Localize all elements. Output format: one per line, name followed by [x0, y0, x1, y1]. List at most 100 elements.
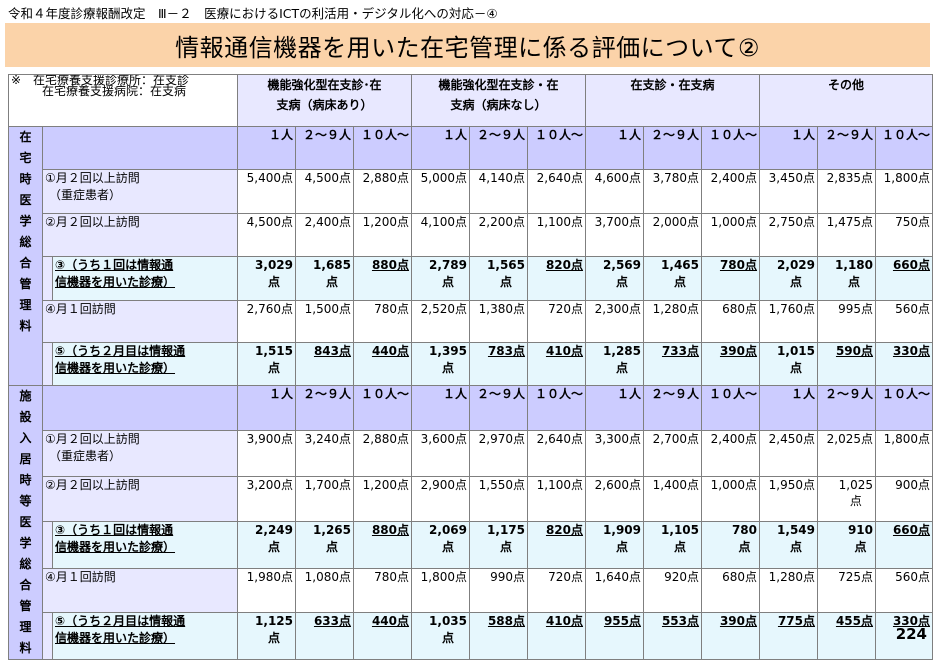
- fee-value-text: 560点: [895, 569, 931, 584]
- headcount-line: １人: [443, 128, 468, 142]
- headcount-line: ～: [571, 387, 584, 401]
- side-label-char: 管: [19, 277, 32, 291]
- fee-value-text: 2,760点: [246, 302, 294, 316]
- fee-value-text: 2,400点: [710, 171, 758, 185]
- fee-value-text: 5,400点: [246, 171, 294, 185]
- fee-value-text: 2,750点: [768, 215, 816, 229]
- headcount-text: １人: [443, 386, 467, 403]
- fee-value-line: 点: [442, 275, 455, 289]
- headcount-line: ２～９: [302, 128, 339, 142]
- fee-value-line: 点: [790, 361, 803, 375]
- headcount-line: １人: [791, 128, 816, 142]
- headcount-header: １人: [411, 126, 471, 170]
- abbreviation-note: ※ 在宅療養支援診療所：在支診 在宅療養支援病院：在支病: [7, 74, 239, 127]
- fee-value-line: 1,125: [255, 614, 294, 629]
- fee-row: ①月２回以上訪問 （重症患者） 5,400点 4,500点 2,880点 5,000点 4,…: [9, 169, 934, 214]
- fee-value-text: 1,080点: [304, 569, 352, 584]
- fee-value-text: 2,880点: [362, 171, 410, 185]
- row-label-line: 信機器を用いた診療）: [55, 631, 176, 646]
- fee-row: ①月２回以上訪問 （重症患者） 3,900点 3,240点 2,880点 3,600点 2,…: [9, 429, 934, 478]
- fee-value-line: 点: [268, 631, 281, 646]
- headcount-line: ２～９: [302, 387, 339, 401]
- fee-value: 3,900点: [237, 429, 297, 478]
- fee-value: 733点: [643, 342, 703, 386]
- fee-value-text: 1,800点: [420, 569, 468, 584]
- fee-value-line: 点: [268, 539, 281, 554]
- row-label-line: （重症患者）: [49, 448, 122, 463]
- headcount-line: 人: [861, 387, 874, 401]
- headcount-text: １０人～: [709, 128, 757, 145]
- fee-value-line: 1,180: [835, 258, 874, 272]
- headcount-line: ～: [918, 387, 931, 401]
- fee-value: 955点: [585, 612, 645, 660]
- side-label-char: 合: [19, 578, 32, 592]
- headcount-line: １０人: [360, 387, 397, 401]
- headcount-line: 人: [339, 387, 352, 401]
- fee-value-text: 2,900点: [420, 478, 468, 493]
- headcount-header: １０人～: [701, 126, 761, 170]
- fee-value: 1,909 点: [585, 520, 645, 569]
- fee-value: 2,450点: [759, 429, 819, 478]
- fee-value: 995点: [817, 300, 877, 343]
- headcount-text: １０人～: [535, 128, 583, 145]
- indent-cell: [42, 256, 53, 301]
- fee-value-line: 点: [500, 275, 513, 289]
- fee-value: 680点: [701, 567, 761, 614]
- fee-value-text: 990点: [490, 569, 526, 584]
- fee-value: 3,780点: [643, 169, 703, 214]
- fee-value: 560点: [875, 300, 934, 343]
- fee-value-text: 3,780点: [652, 171, 700, 185]
- fee-value-text: 330点: [892, 344, 931, 358]
- fee-value-line: 点: [442, 361, 455, 375]
- fee-value-text: 2,249 点: [255, 522, 293, 556]
- fee-value-text: 843点: [313, 344, 352, 358]
- fee-value-text: 1,100点: [536, 215, 584, 229]
- headcount-header: ２～９人: [643, 126, 703, 170]
- headcount-header: １０人～: [875, 126, 934, 170]
- fee-value: 1,280点: [759, 567, 819, 614]
- fee-row: ③（うち１回は情報通 信機器を用いた診療） 2,249 点 1,265 点 880点 2,06…: [9, 520, 934, 569]
- fee-value-text: 955点: [603, 614, 642, 629]
- fee-value: 1,100点: [527, 213, 587, 257]
- fee-value-text: 1,280点: [652, 302, 700, 316]
- fee-value: 1,265 点: [295, 520, 355, 569]
- side-label-char: 総: [19, 557, 32, 571]
- note-line: 在宅療養支援病院：在支病: [42, 84, 187, 98]
- fee-row: ②月２回以上訪問 3,200点 1,700点 1,200点 2,900点 1,550点 1,…: [9, 476, 934, 522]
- row-label-line: ⑤（うち２月目は情報通: [55, 614, 186, 629]
- side-label-char: 設: [19, 410, 32, 424]
- column-group-header: 機能強化型在支診・在 支病（病床なし）: [411, 74, 587, 127]
- fee-value-text: 1,100点: [536, 478, 584, 493]
- fee-value: 660点: [875, 256, 934, 301]
- fee-value-text: 2,970点: [478, 431, 526, 446]
- fee-value-line: 点: [854, 539, 867, 554]
- fee-row: ④月１回訪問 2,760点 1,500点 780点 2,520点 1,380点 720点 2,…: [9, 300, 934, 343]
- side-label-char: 学: [19, 214, 32, 228]
- fee-value: 4,500点: [295, 169, 355, 214]
- side-label-char: 医: [19, 193, 32, 207]
- fee-value: 2,900点: [411, 476, 471, 522]
- headcount-text: １０人～: [361, 128, 409, 145]
- fee-value-line: 2,069: [429, 522, 468, 537]
- fee-value-text: 2,569 点: [603, 258, 641, 292]
- headcount-text: １人: [269, 128, 293, 145]
- fee-value-line: 1,025: [838, 478, 874, 493]
- fee-value: 2,200点: [469, 213, 529, 257]
- fee-value: 3,700点: [585, 213, 645, 257]
- row-label: ①月２回以上訪問 （重症患者）: [41, 169, 239, 214]
- headcount-text: ２～９人: [651, 128, 699, 145]
- fee-value: 780 点: [701, 520, 761, 569]
- fee-value: 2,400点: [701, 429, 761, 478]
- row-label-line: 信機器を用いた診療）: [55, 361, 176, 375]
- headcount-header: １人: [759, 126, 819, 170]
- fee-value-text: 1,909 点: [603, 522, 641, 556]
- fee-value-text: 2,400点: [710, 431, 758, 446]
- fee-value-text: 2,300点: [594, 302, 642, 316]
- fee-value-text: 4,100点: [420, 215, 468, 229]
- headcount-header: １０人～: [527, 385, 587, 431]
- headcount-header: ２～９人: [817, 385, 877, 431]
- fee-value-line: 点: [268, 361, 281, 375]
- headcount-header: １０人～: [701, 385, 761, 431]
- fee-value: 1,640点: [585, 567, 645, 614]
- headcount-header: １人: [237, 385, 297, 431]
